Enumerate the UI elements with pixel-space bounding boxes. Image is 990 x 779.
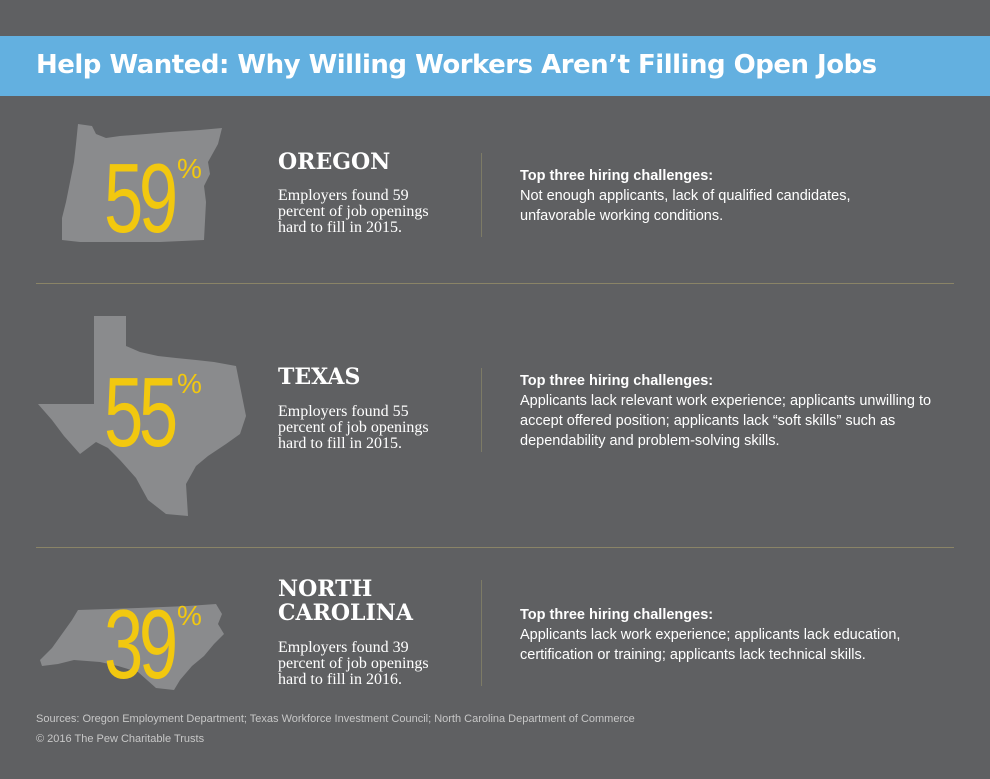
texas-state-name: TEXAS	[278, 364, 361, 390]
oregon-state-name: OREGON	[278, 149, 391, 175]
copyright-note: © 2016 The Pew Charitable Trusts	[36, 733, 205, 745]
north-carolina-description: Employers found 39 percent of job openin…	[278, 639, 429, 688]
texas-challenges-heading: Top three hiring challenges:	[520, 373, 714, 389]
oregon-divider	[481, 153, 482, 237]
texas-percent: 55	[104, 357, 178, 467]
texas-description: Employers found 55 percent of job openin…	[278, 403, 429, 452]
north-carolina-map-icon	[38, 604, 228, 692]
north-carolina-divider	[481, 580, 482, 686]
page-title: Help Wanted: Why Willing Workers Aren’t …	[36, 50, 877, 80]
texas-divider	[481, 368, 482, 452]
north-carolina-challenges-heading: Top three hiring challenges:	[520, 607, 714, 623]
sources-note: Sources: Oregon Employment Department; T…	[36, 713, 635, 725]
oregon-challenges-heading: Top three hiring challenges:	[520, 168, 714, 184]
section-divider-2	[36, 547, 954, 548]
north-carolina-challenges: Applicants lack work experience; applica…	[520, 627, 901, 663]
texas-map-icon	[36, 316, 246, 516]
texas-percent-sign: %	[177, 368, 202, 399]
north-carolina-percent-sign: %	[177, 600, 202, 631]
oregon-challenges: Not enough applicants, lack of qualified…	[520, 188, 851, 224]
header-banner: Help Wanted: Why Willing Workers Aren’t …	[0, 36, 990, 96]
oregon-map-icon	[60, 122, 225, 244]
north-carolina-percent: 39	[104, 589, 178, 699]
oregon-percent-sign: %	[177, 153, 202, 184]
oregon-description: Employers found 59 percent of job openin…	[278, 187, 429, 236]
texas-challenges: Applicants lack relevant work experience…	[520, 393, 932, 449]
oregon-percent: 59	[104, 143, 178, 253]
north-carolina-state-name: NORTH CAROLINA	[278, 576, 413, 626]
section-divider-1	[36, 283, 954, 284]
